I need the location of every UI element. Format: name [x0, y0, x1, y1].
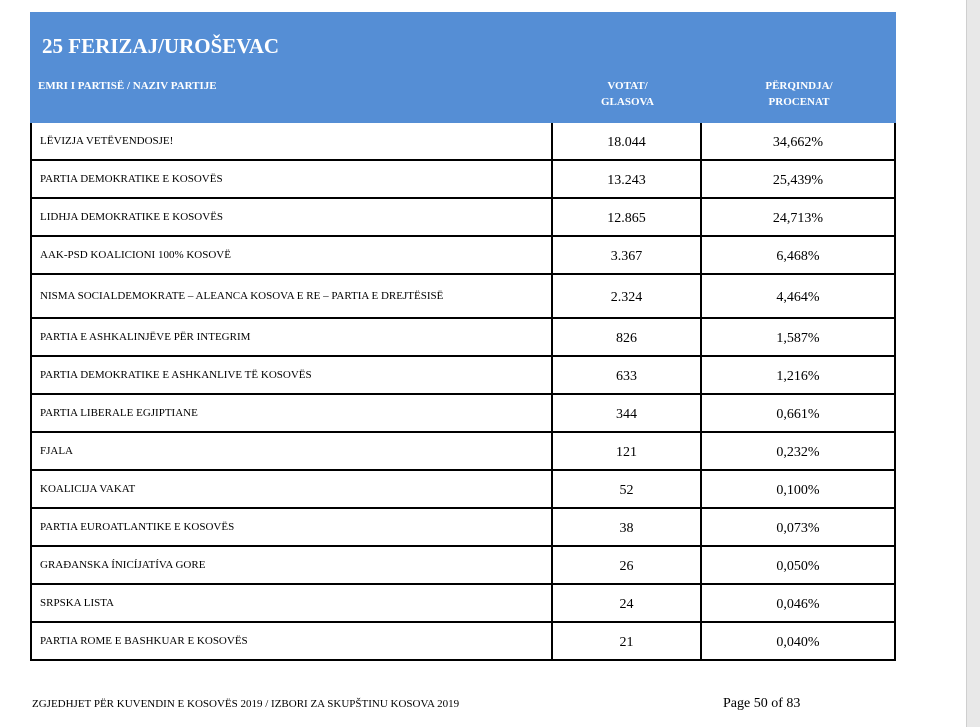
table-row: PARTIA LIBERALE EGJIPTIANE 344 0,661%: [30, 395, 896, 433]
party-cell: PARTIA DEMOKRATIKE E KOSOVËS: [30, 161, 553, 197]
percent-cell: 6,468%: [702, 237, 896, 273]
percent-cell: 1,587%: [702, 319, 896, 355]
party-cell: LËVIZJA VETËVENDOSJE!: [30, 123, 553, 159]
party-cell: PARTIA E ASHKALINJËVE PËR INTEGRIM: [30, 319, 553, 355]
party-cell: PARTIA ROME E BASHKUAR E KOSOVËS: [30, 623, 553, 659]
table-row: GRAĐANSKA ÍNICÍJATÍVA GORE 26 0,050%: [30, 547, 896, 585]
table-row: KOALICIJA VAKAT 52 0,100%: [30, 471, 896, 509]
table-row: PARTIA E ASHKALINJËVE PËR INTEGRIM 826 1,5…: [30, 319, 896, 357]
party-cell: FJALA: [30, 433, 553, 469]
votes-cell: 3.367: [553, 237, 702, 273]
party-name: PARTIA DEMOKRATIKE E ASHKANLIVE TË KOSOV…: [40, 369, 312, 381]
table-row: PARTIA DEMOKRATIKE E ASHKANLIVE TË KOSOV…: [30, 357, 896, 395]
footer-text: ZGJEDHJET PËR KUVENDIN E KOSOVËS 2019 / …: [32, 698, 460, 710]
table-row: FJALA 121 0,232%: [30, 433, 896, 471]
votes-cell: 633: [553, 357, 702, 393]
percent-cell: 34,662%: [702, 123, 896, 159]
votes-cell: 52: [553, 471, 702, 507]
party-cell: PARTIA EUROATLANTIKE E KOSOVËS: [30, 509, 553, 545]
percent-cell: 0,050%: [702, 547, 896, 583]
party-name: FJALA: [40, 445, 74, 457]
votes-cell: 2.324: [553, 275, 702, 317]
votes-cell: 18.044: [553, 123, 702, 159]
votes-cell: 344: [553, 395, 702, 431]
party-name: PARTIA EUROATLANTIKE E KOSOVËS: [40, 521, 235, 533]
percent-cell: 1,216%: [702, 357, 896, 393]
votes-cell: 121: [553, 433, 702, 469]
percent-cell: 0,040%: [702, 623, 896, 659]
percent-cell: 0,073%: [702, 509, 896, 545]
party-cell: PARTIA DEMOKRATIKE E ASHKANLIVE TË KOSOV…: [30, 357, 553, 393]
party-name: LËVIZJA VETËVENDOSJE!: [40, 135, 174, 147]
column-header: EMRI I PARTISË / NAZIV PARTIJE: [38, 80, 217, 92]
column-header: VOTAT/ GLASOVA: [601, 80, 654, 108]
party-name: NISMA SOCIALDEMOKRATE – ALEANCA KOSOVA E…: [40, 290, 444, 302]
table-row: LIDHJA DEMOKRATIKE E KOSOVËS 12.865 24,713…: [30, 199, 896, 237]
table-row: PARTIA DEMOKRATIKE E KOSOVËS 13.243 25,439…: [30, 161, 896, 199]
votes-cell: 13.243: [553, 161, 702, 197]
percent-cell: 24,713%: [702, 199, 896, 235]
party-cell: GRAĐANSKA ÍNICÍJATÍVA GORE: [30, 547, 553, 583]
party-name: KOALICIJA VAKAT: [40, 483, 136, 495]
table-header: 25 FERIZAJ/UROŠEVAC EMRI I PARTISË / NAZ…: [30, 12, 896, 123]
percent-cell: 0,100%: [702, 471, 896, 507]
party-cell: AAK-PSD KOALICIONI 100% KOSOVË: [30, 237, 553, 273]
party-name: GRAĐANSKA ÍNICÍJATÍVA GORE: [40, 559, 206, 571]
party-cell: SRPSKA LISTA: [30, 585, 553, 621]
table-row: SRPSKA LISTA 24 0,046%: [30, 585, 896, 623]
votes-cell: 826: [553, 319, 702, 355]
percent-cell: 4,464%: [702, 275, 896, 317]
party-name: PARTIA E ASHKALINJËVE PËR INTEGRIM: [40, 331, 251, 343]
party-name: PARTIA ROME E BASHKUAR E KOSOVËS: [40, 635, 248, 647]
party-name: AAK-PSD KOALICIONI 100% KOSOVË: [40, 249, 231, 261]
page-number: Page 50 of 83: [723, 696, 801, 711]
party-cell: KOALICIJA VAKAT: [30, 471, 553, 507]
percent-cell: 0,232%: [702, 433, 896, 469]
votes-cell: 12.865: [553, 199, 702, 235]
table-row: NISMA SOCIALDEMOKRATE – ALEANCA KOSOVA E…: [30, 275, 896, 319]
votes-cell: 26: [553, 547, 702, 583]
votes-cell: 38: [553, 509, 702, 545]
title: 25 FERIZAJ/UROŠEVAC: [42, 34, 280, 58]
party-cell: NISMA SOCIALDEMOKRATE – ALEANCA KOSOVA E…: [30, 275, 553, 317]
votes-cell: 24: [553, 585, 702, 621]
party-name: PARTIA DEMOKRATIKE E KOSOVËS: [40, 173, 223, 185]
party-cell: LIDHJA DEMOKRATIKE E KOSOVËS: [30, 199, 553, 235]
party-name: PARTIA LIBERALE EGJIPTIANE: [40, 407, 198, 419]
percent-cell: 0,661%: [702, 395, 896, 431]
table-row: LËVIZJA VETËVENDOSJE! 18.044 34,662%: [30, 123, 896, 161]
percent-cell: 25,439%: [702, 161, 896, 197]
votes-cell: 21: [553, 623, 702, 659]
column-header: PËRQINDJA/ PROCENAT: [765, 80, 833, 108]
table-row: AAK-PSD KOALICIONI 100% KOSOVË 3.367 6,468…: [30, 237, 896, 275]
party-name: LIDHJA DEMOKRATIKE E KOSOVËS: [40, 211, 224, 223]
viewer-edge: [966, 0, 980, 727]
party-name: SRPSKA LISTA: [40, 597, 115, 609]
percent-cell: 0,046%: [702, 585, 896, 621]
party-cell: PARTIA LIBERALE EGJIPTIANE: [30, 395, 553, 431]
table-row: PARTIA EUROATLANTIKE E KOSOVËS 38 0,073%: [30, 509, 896, 547]
table-row: PARTIA ROME E BASHKUAR E KOSOVËS 21 0,040%: [30, 623, 896, 661]
